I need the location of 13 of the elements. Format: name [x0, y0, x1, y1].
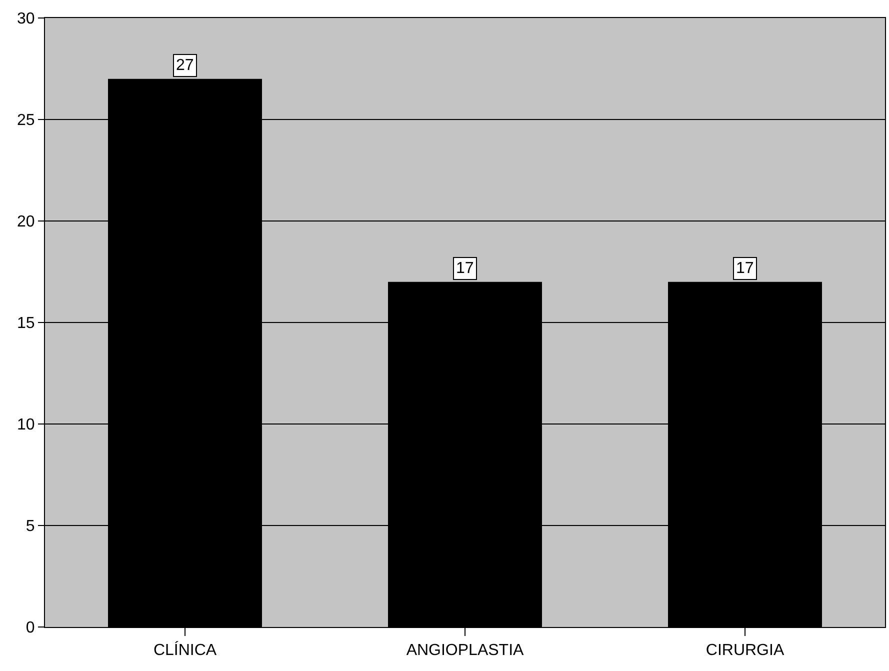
x-tick-label: CIRURGIA — [706, 642, 784, 660]
y-tick-label: 0 — [26, 620, 35, 637]
y-tick-label: 30 — [17, 10, 35, 28]
y-tick-label: 5 — [26, 518, 35, 536]
y-tick-label: 10 — [17, 416, 35, 434]
x-tick-label: CLÍNICA — [153, 641, 217, 660]
x-tick-label: ANGIOPLASTIA — [406, 642, 524, 660]
y-tick-label: 15 — [17, 315, 35, 332]
data-label: 17 — [456, 260, 474, 277]
data-label: 27 — [176, 57, 194, 74]
y-tick-label: 20 — [17, 214, 35, 231]
data-label: 17 — [736, 260, 754, 277]
y-tick-label: 25 — [17, 112, 35, 130]
